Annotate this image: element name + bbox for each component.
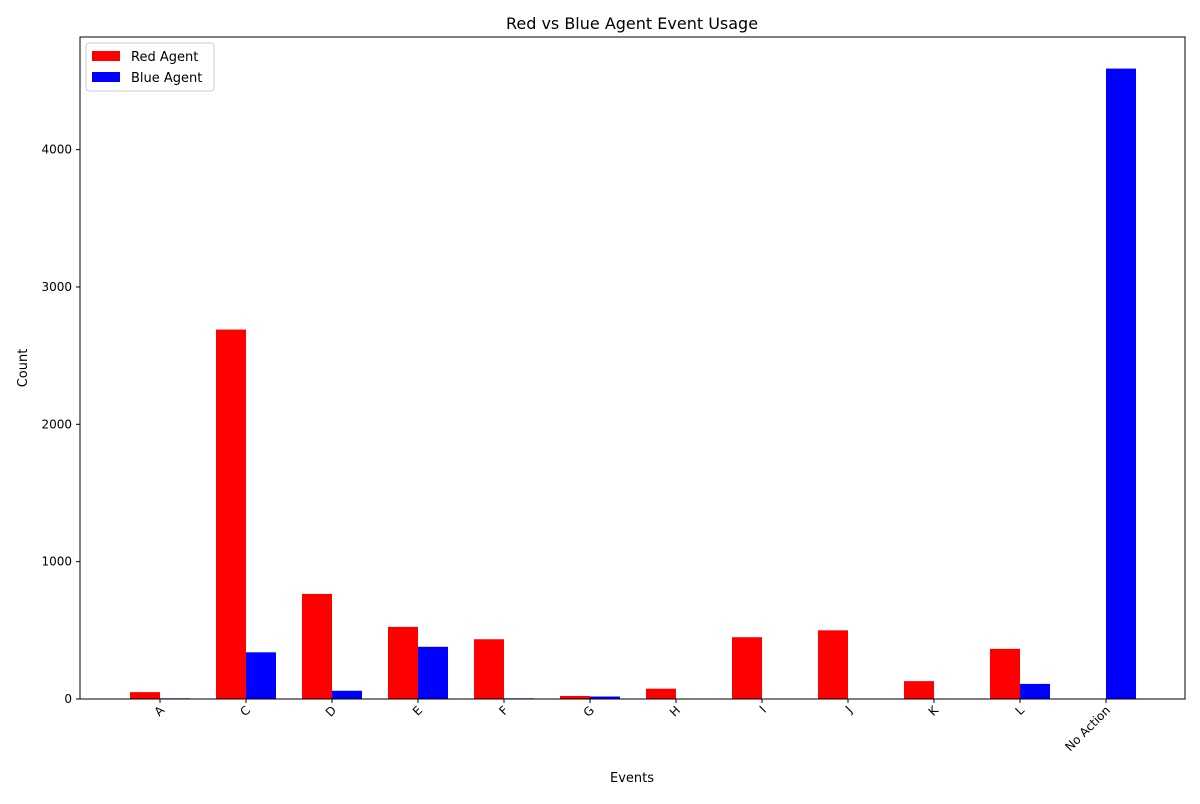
bar-red-k [904, 681, 934, 699]
plot-frame [79, 36, 1186, 700]
bar-red-a [130, 692, 160, 699]
x-tick-label: D [323, 703, 339, 719]
bar-red-h [646, 688, 676, 699]
y-tick-label: 4000 [41, 143, 72, 157]
bar-blue-d [332, 690, 362, 699]
x-tick-label: C [237, 703, 253, 719]
bar-red-i [732, 637, 762, 699]
bar-red-j [818, 630, 848, 699]
bar-blue-no-action [1106, 68, 1136, 699]
x-axis: A C D E F G H I J K L No Action [151, 699, 1113, 754]
bar-blue-c [246, 652, 276, 699]
x-tick-label: H [667, 703, 683, 719]
x-axis-label: Events [610, 771, 654, 786]
y-tick-label: 2000 [41, 417, 72, 431]
x-tick-label: K [926, 702, 942, 718]
x-tick-label: E [410, 703, 425, 718]
y-axis-label: Count [16, 349, 31, 388]
legend-swatch-blue [92, 72, 120, 82]
x-tick-label: J [842, 703, 855, 716]
x-tick-label: L [1012, 703, 1027, 718]
bar-blue-e [418, 646, 448, 699]
chart-title: Red vs Blue Agent Event Usage [506, 14, 758, 33]
x-tick-label: I [757, 703, 769, 715]
bar-red-d [302, 593, 332, 699]
x-tick-label: F [496, 703, 511, 718]
legend: Red Agent Blue Agent [85, 42, 215, 92]
y-axis: 0 1000 2000 3000 4000 [41, 143, 80, 706]
legend-label-blue: Blue Agent [131, 71, 202, 86]
bar-red-l [990, 648, 1020, 699]
x-tick-label: No Action [1062, 703, 1113, 754]
bar-blue-l [1020, 683, 1050, 699]
bar-blue-g [590, 696, 620, 699]
y-tick-label: 0 [64, 692, 72, 706]
bar-red-g [560, 695, 590, 699]
bar-red-c [216, 329, 246, 699]
y-tick-label: 1000 [41, 555, 72, 569]
x-tick-label: A [151, 703, 167, 719]
x-tick-label: G [581, 703, 597, 719]
bars-group [130, 68, 1136, 699]
legend-swatch-red [92, 51, 120, 61]
y-tick-label: 3000 [41, 280, 72, 294]
bar-red-e [388, 626, 418, 699]
bar-red-f [474, 639, 504, 699]
legend-label-red: Red Agent [131, 50, 198, 65]
